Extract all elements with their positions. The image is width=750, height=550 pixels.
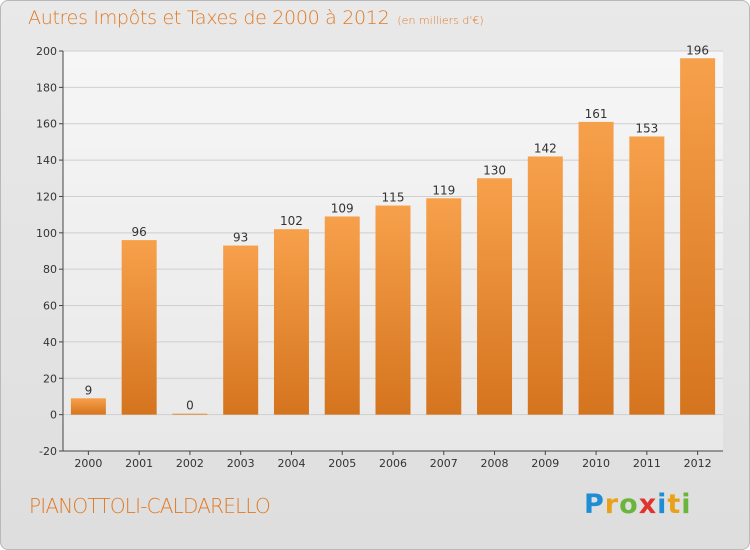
data-label-2012: 196 xyxy=(686,43,709,57)
logo-letter: r xyxy=(604,489,620,520)
logo-letter: P xyxy=(584,489,605,520)
x-tick-label: 2002 xyxy=(176,457,204,470)
logo-letter: t xyxy=(667,489,682,520)
x-tick-label: 2010 xyxy=(582,457,610,470)
data-label-2004: 102 xyxy=(280,214,303,228)
y-tick-label: 160 xyxy=(36,118,57,131)
data-label-2007: 119 xyxy=(432,183,455,197)
x-tick-label: 2005 xyxy=(328,457,356,470)
bar-2005 xyxy=(324,216,360,415)
x-tick-label: 2009 xyxy=(531,457,559,470)
x-tick-label: 2008 xyxy=(481,457,509,470)
data-label-2010: 161 xyxy=(585,107,608,121)
y-tick-label: 60 xyxy=(43,300,57,313)
y-tick-label: 180 xyxy=(36,81,57,94)
bar-2006 xyxy=(375,205,411,415)
x-tick-label: 2004 xyxy=(277,457,305,470)
bar-2012 xyxy=(680,58,716,415)
y-tick-labels: -20 0 20 40 60 80 100 120 140 160 180 200 xyxy=(36,45,57,458)
x-tick-label: 2006 xyxy=(379,457,407,470)
logo-letter: x xyxy=(638,489,658,520)
x-tick-label: 2000 xyxy=(74,457,102,470)
title-unit: (en milliers d'€) xyxy=(397,14,484,27)
data-labels: 9 96 0 93 102 109 115 119 130 142 161 153 196 xyxy=(85,43,710,412)
y-tick-label: 20 xyxy=(43,372,57,385)
y-tick-label: 40 xyxy=(43,336,57,349)
data-label-2009: 142 xyxy=(534,141,557,155)
bar-2002 xyxy=(172,413,208,415)
y-tick-label: 100 xyxy=(36,227,57,240)
y-tick-label: 120 xyxy=(36,190,57,203)
bar-2008 xyxy=(477,178,513,415)
y-tick-label: 140 xyxy=(36,154,57,167)
logo-letter: o xyxy=(619,489,639,520)
title-main: Autres Impôts et Taxes de 2000 à 2012 xyxy=(28,7,390,29)
y-tick-label: -20 xyxy=(39,445,57,458)
bar-2011 xyxy=(629,136,665,415)
logo-letter: i xyxy=(681,489,692,520)
bars xyxy=(70,58,716,415)
data-label-2000: 9 xyxy=(85,383,93,397)
x-tick-label: 2011 xyxy=(633,457,661,470)
x-tick-labels: 2000 2001 2002 2003 2004 2005 2006 2007 2008 2009… xyxy=(74,451,712,470)
bar-2004 xyxy=(273,229,309,415)
x-tick-label: 2001 xyxy=(125,457,153,470)
logo-letter: i xyxy=(657,489,668,520)
bar-2010 xyxy=(578,121,614,415)
y-tick-label: 80 xyxy=(43,263,57,276)
x-tick-label: 2012 xyxy=(684,457,712,470)
data-label-2006: 115 xyxy=(382,191,405,205)
data-label-2002: 0 xyxy=(186,399,194,413)
bar-2003 xyxy=(223,245,259,415)
bar-2000 xyxy=(70,398,106,415)
bar-2009 xyxy=(527,156,563,415)
bar-2007 xyxy=(426,198,462,415)
data-label-2003: 93 xyxy=(233,231,248,245)
city-name: PIANOTTOLI-CALDARELLO xyxy=(29,494,271,518)
bar-2001 xyxy=(121,240,157,415)
y-tick-label: 0 xyxy=(50,409,57,422)
chart-title: Autres Impôts et Taxes de 2000 à 2012 (en… xyxy=(28,7,484,29)
data-label-2001: 96 xyxy=(132,225,147,239)
y-tick-label: 200 xyxy=(36,45,57,58)
proxiti-logo: Proxiti xyxy=(584,489,692,520)
data-label-2005: 109 xyxy=(331,201,354,215)
data-label-2011: 153 xyxy=(635,121,658,135)
data-label-2008: 130 xyxy=(483,163,506,177)
x-tick-label: 2007 xyxy=(430,457,458,470)
x-tick-label: 2003 xyxy=(227,457,255,470)
